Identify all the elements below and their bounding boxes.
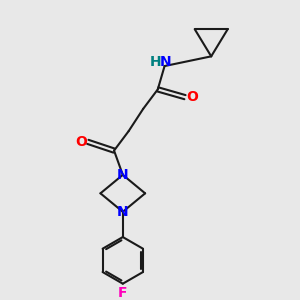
Text: N: N [160,55,171,69]
Text: O: O [75,135,87,149]
Text: O: O [186,90,198,104]
Text: N: N [117,205,129,219]
Text: N: N [117,168,129,182]
Text: H: H [150,55,162,69]
Text: F: F [118,286,128,300]
